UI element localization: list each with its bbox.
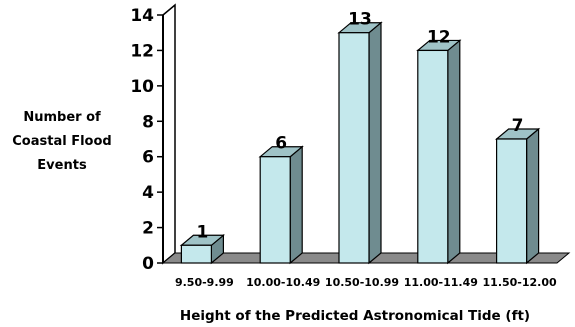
x-tick-label: 9.50-9.99 — [175, 276, 234, 289]
data-label: 6 — [275, 134, 287, 154]
bar-side — [289, 145, 303, 265]
bar-front — [417, 49, 449, 264]
y-tick-label: 4 — [142, 183, 154, 203]
y-tick-label: 2 — [142, 219, 154, 239]
bar-front — [180, 244, 212, 264]
x-axis-label: Height of the Predicted Astronomical Tid… — [180, 308, 530, 324]
bar-side — [368, 21, 382, 265]
y-tick-label: 0 — [142, 254, 154, 274]
bar-front — [338, 32, 370, 264]
y-tick-label: 10 — [130, 77, 154, 97]
bar-front — [496, 138, 528, 264]
y-tick-label: 6 — [142, 148, 154, 168]
y-axis-label-line-2: Coastal Flood — [12, 134, 111, 149]
x-tick-label: 10.50-10.99 — [325, 276, 399, 289]
x-tick-label: 11.50-12.00 — [483, 276, 557, 289]
data-label: 1 — [196, 222, 208, 242]
y-tick-label: 12 — [130, 41, 154, 61]
y-tick-label: 8 — [142, 112, 154, 132]
y-tick-label: 14 — [130, 6, 154, 26]
x-axis-ticks: 9.50-9.99 10.00-10.49 10.50-10.99 11.00-11.… — [175, 276, 557, 289]
bar-side — [525, 127, 540, 265]
bar — [494, 127, 541, 265]
x-tick-label: 10.00-10.49 — [246, 276, 320, 289]
y-axis-ticks: 0 2 4 6 8 10 12 14 — [130, 6, 163, 274]
x-tick-label: 11.00-11.49 — [404, 276, 478, 289]
bar-side — [447, 39, 461, 265]
bar — [416, 39, 462, 265]
data-label: 12 — [427, 27, 451, 47]
bar — [337, 21, 383, 265]
data-label: 7 — [512, 116, 524, 136]
y-axis-label-line-1: Number of — [23, 110, 101, 125]
bar — [258, 145, 304, 265]
y-axis-label-line-3: Events — [37, 158, 87, 173]
bars: 1 6 13 12 7 — [179, 10, 541, 265]
bar — [179, 234, 226, 265]
data-label: 13 — [348, 10, 372, 30]
bar-front — [259, 156, 291, 264]
side-wall — [162, 3, 176, 265]
